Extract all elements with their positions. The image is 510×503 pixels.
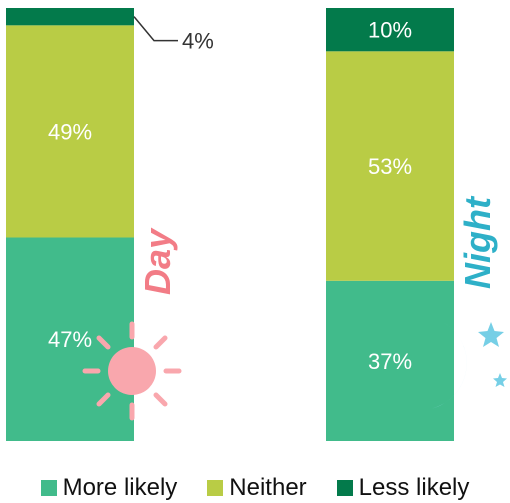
- stacked-bar-chart: 47% 49% 4% 37% 53% 10%: [6, 8, 507, 441]
- labels-layer: 47% 49% 4% 37% 53% 10%: [48, 18, 412, 374]
- data-label: 4%: [182, 29, 214, 54]
- bar-day-more-likely: [6, 237, 134, 441]
- data-label: 47%: [48, 327, 92, 352]
- legend-item: Neither: [207, 474, 307, 502]
- legend-label: Neither: [229, 474, 307, 501]
- legend-label: Less likely: [358, 474, 470, 501]
- data-label: 10%: [368, 18, 412, 43]
- sun-icon: [82, 321, 182, 421]
- category-labels-layer: Day Night: [137, 195, 498, 295]
- leader-layer: [133, 16, 178, 42]
- category-label-day: Day: [137, 227, 178, 295]
- data-label: 53%: [368, 154, 412, 179]
- legend-item: More likely: [40, 474, 178, 502]
- legend-label: More likely: [62, 474, 178, 501]
- legend-swatch: [40, 480, 57, 496]
- category-label-night: Night: [457, 195, 498, 289]
- bars-layer: [6, 8, 454, 441]
- data-label: 37%: [368, 349, 412, 374]
- star-icon: [493, 373, 507, 387]
- leader-line: [133, 16, 178, 42]
- bar-night-neither: [326, 51, 454, 281]
- legend-swatch: [336, 480, 353, 496]
- star-icon: [478, 322, 504, 347]
- data-label: 49%: [48, 119, 92, 144]
- bar-night-less-likely: [326, 8, 454, 52]
- legend: More likely Neither Less likely: [0, 474, 510, 502]
- bar-day-neither: [6, 25, 134, 238]
- legend-swatch: [207, 480, 224, 496]
- bar-day-less-likely: [6, 8, 134, 26]
- legend-item: Less likely: [336, 474, 470, 502]
- bar-night-more-likely: [326, 280, 454, 441]
